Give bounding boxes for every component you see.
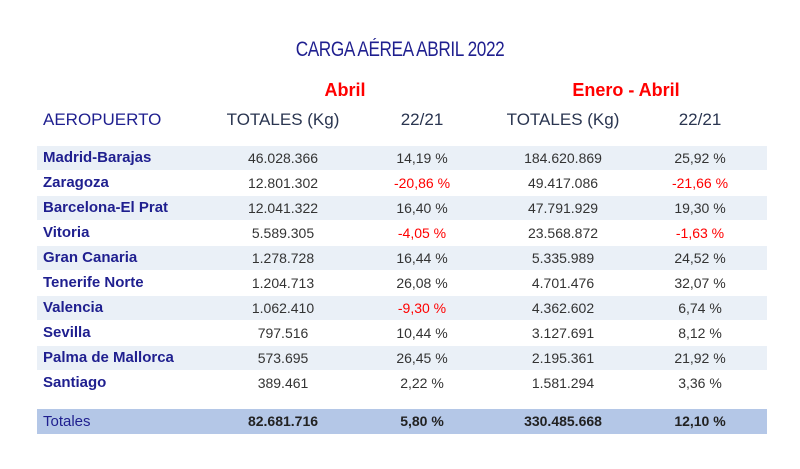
ytd-total: 2.195.361 xyxy=(531,350,595,366)
april-total: 797.516 xyxy=(257,325,309,341)
airport-name: Sevilla xyxy=(43,324,91,341)
ytd-total: 184.620.869 xyxy=(524,150,602,166)
group-header-ytd: Enero - Abril xyxy=(572,80,680,100)
table-row: Madrid-Barajas 46.028.366 14,19 % 184.620.8… xyxy=(37,146,767,170)
ytd-total: 3.127.691 xyxy=(531,325,595,341)
table-row: Palma de Mallorca 573.695 26,45 % 2.195.361… xyxy=(37,346,767,370)
ytd-total: 5.335.989 xyxy=(531,250,595,266)
april-total: 46.028.366 xyxy=(247,150,319,166)
table-row: Gran Canaria 1.278.728 16,44 % 5.335.989 24,… xyxy=(37,246,767,270)
table-row: Barcelona-El Prat 12.041.322 16,40 % 47.791… xyxy=(37,196,767,220)
airport-name: Vitoria xyxy=(43,224,90,241)
april-change: 16,44 % xyxy=(396,250,448,266)
column-header-ytd-totals: TOTALES (Kg) xyxy=(506,110,620,129)
airport-name: Barcelona-El Prat xyxy=(43,199,169,216)
ytd-change: -1,63 % xyxy=(675,225,725,241)
airport-name: Gran Canaria xyxy=(43,249,138,266)
ytd-change: 32,07 % xyxy=(674,275,726,291)
group-header-april: Abril xyxy=(324,80,366,100)
airport-name: Madrid-Barajas xyxy=(43,149,152,166)
totals-ytd-total: 330.485.668 xyxy=(524,413,602,429)
totals-label: Totales xyxy=(43,413,91,430)
april-total: 1.278.728 xyxy=(251,250,315,266)
ytd-total: 49.417.086 xyxy=(527,175,599,191)
ytd-total: 1.581.294 xyxy=(531,375,595,391)
column-header-airport: AEROPUERTO xyxy=(43,110,162,129)
table-row: Zaragoza 12.801.302 -20,86 % 49.417.086 -21,… xyxy=(37,171,767,195)
april-change: 14,19 % xyxy=(396,150,448,166)
column-header-ytd-change: 22/21 xyxy=(678,110,722,129)
table-row: Tenerife Norte 1.204.713 26,08 % 4.701.476 3… xyxy=(37,271,767,295)
april-change: 2,22 % xyxy=(400,375,444,391)
ytd-change: 24,52 % xyxy=(674,250,726,266)
april-total: 573.695 xyxy=(257,350,309,366)
april-change: 10,44 % xyxy=(396,325,448,341)
table-row: Santiago 389.461 2,22 % 1.581.294 3,36 % xyxy=(37,371,767,395)
april-change: -4,05 % xyxy=(397,225,447,241)
april-total: 5.589.305 xyxy=(251,225,315,241)
ytd-total: 23.568.872 xyxy=(527,225,599,241)
airport-name: Palma de Mallorca xyxy=(43,349,174,366)
ytd-total: 4.362.602 xyxy=(531,300,595,316)
april-total: 12.801.302 xyxy=(247,175,319,191)
airport-name: Santiago xyxy=(43,374,107,391)
airport-name: Valencia xyxy=(43,299,104,316)
ytd-change: 6,74 % xyxy=(678,300,722,316)
column-header-april-totals: TOTALES (Kg) xyxy=(226,110,340,129)
april-change: -9,30 % xyxy=(397,300,447,316)
totals-ytd-change: 12,10 % xyxy=(674,413,726,429)
airport-name: Tenerife Norte xyxy=(43,274,144,291)
april-change: 16,40 % xyxy=(396,200,448,216)
ytd-change: 25,92 % xyxy=(674,150,726,166)
page-title: CARGA AÉREA ABRIL 2022 xyxy=(295,38,505,61)
april-total: 12.041.322 xyxy=(247,200,319,216)
totals-row: Totales 82.681.716 5,80 % 330.485.668 12… xyxy=(37,409,767,434)
totals-april-change: 5,80 % xyxy=(400,413,444,429)
table-row: Valencia 1.062.410 -9,30 % 4.362.602 6,74 % xyxy=(37,296,767,320)
april-change: -20,86 % xyxy=(393,175,451,191)
ytd-change: 19,30 % xyxy=(674,200,726,216)
column-header-april-change: 22/21 xyxy=(400,110,444,129)
table-row: Sevilla 797.516 10,44 % 3.127.691 8,12 % xyxy=(37,321,767,345)
ytd-total: 4.701.476 xyxy=(531,275,595,291)
ytd-change: 3,36 % xyxy=(678,375,722,391)
ytd-change: 8,12 % xyxy=(678,325,722,341)
ytd-change: 21,92 % xyxy=(674,350,726,366)
table-row: Vitoria 5.589.305 -4,05 % 23.568.872 -1,63 % xyxy=(37,221,767,245)
totals-april-total: 82.681.716 xyxy=(247,413,319,429)
airport-name: Zaragoza xyxy=(43,174,109,191)
ytd-total: 47.791.929 xyxy=(527,200,599,216)
april-total: 389.461 xyxy=(257,375,309,391)
april-change: 26,45 % xyxy=(396,350,448,366)
april-total: 1.204.713 xyxy=(251,275,315,291)
ytd-change: -21,66 % xyxy=(671,175,729,191)
april-change: 26,08 % xyxy=(396,275,448,291)
april-total: 1.062.410 xyxy=(251,300,315,316)
